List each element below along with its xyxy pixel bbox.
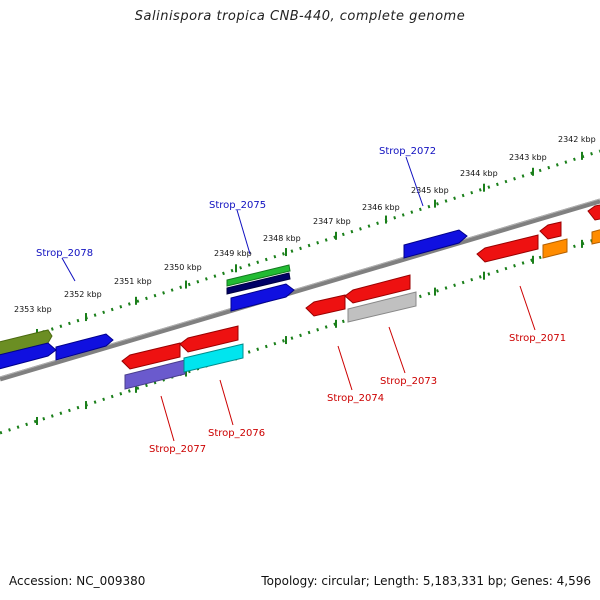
scale-label: 2343 kbp (509, 153, 547, 162)
gene-red-small[interactable] (539, 221, 562, 240)
scale-label: 2344 kbp (460, 169, 498, 178)
gene-olive[interactable] (0, 329, 53, 356)
gene-label-strop-2077[interactable]: Strop_2077 (149, 444, 206, 455)
forward-genes (0, 229, 468, 370)
gene-strop-2074[interactable] (305, 294, 346, 317)
gene-strop-2072[interactable] (403, 229, 468, 259)
gene-label-strop-2078[interactable]: Strop_2078 (36, 248, 93, 259)
scale-label: 2342 kbp (558, 135, 596, 144)
scale-label: 2351 kbp (114, 277, 152, 286)
gene-strop-2077[interactable] (121, 342, 181, 370)
genome-backbone (0, 198, 600, 382)
scale-labels: 2353 kbp 2352 kbp 2351 kbp 2350 kbp 2349… (14, 135, 596, 314)
topology-text: Topology: circular; Length: 5,183,331 bp… (261, 574, 591, 588)
gene-orange-small[interactable] (542, 238, 568, 259)
accession-text: Accession: NC_009380 (9, 574, 146, 588)
major-ticks-reverse (36, 239, 583, 425)
scale-label: 2349 kbp (214, 249, 252, 258)
gene-purple-2077[interactable] (124, 359, 186, 390)
scale-label: 2347 kbp (313, 217, 351, 226)
gene-label-strop-2072[interactable]: Strop_2072 (379, 146, 436, 157)
gene-strop-2073[interactable] (347, 291, 417, 323)
gene-strop-2078[interactable] (55, 333, 114, 361)
gene-strop-2071[interactable] (476, 234, 539, 263)
gene-strop-2075[interactable] (230, 283, 295, 312)
scale-label: 2352 kbp (64, 290, 102, 299)
gene-label-strop-2075[interactable]: Strop_2075 (209, 200, 266, 211)
gene-orange-edge[interactable] (591, 227, 600, 245)
reverse-genes (121, 203, 600, 390)
reverse-label-leaders (160, 285, 536, 442)
scale-label: 2348 kbp (263, 234, 301, 243)
gene-red-edge[interactable] (587, 203, 600, 221)
map-title: Salinispora tropica CNB-440, complete ge… (134, 9, 466, 24)
scale-label: 2345 kbp (411, 186, 449, 195)
gene-label-strop-2073[interactable]: Strop_2073 (380, 376, 437, 387)
forward-gene-labels: Strop_2078 Strop_2075 Strop_2072 (36, 146, 436, 259)
gene-label-strop-2071[interactable]: Strop_2071 (509, 333, 566, 344)
gene-label-strop-2076[interactable]: Strop_2076 (208, 428, 265, 439)
gene-strop-2076-red[interactable] (179, 325, 239, 353)
gene-strop-2073-red[interactable] (344, 274, 411, 304)
reverse-tick-track (0, 236, 600, 435)
gene-green-2075[interactable] (226, 264, 291, 287)
reverse-gene-labels: Strop_2077 Strop_2076 Strop_2074 Strop_2… (149, 333, 566, 455)
gene-strop-2076[interactable] (183, 343, 244, 373)
forward-label-leaders (61, 156, 424, 282)
gene-blue-left[interactable] (0, 342, 57, 370)
scale-label: 2353 kbp (14, 305, 52, 314)
scale-label: 2346 kbp (362, 203, 400, 212)
gene-label-strop-2074[interactable]: Strop_2074 (327, 393, 384, 404)
forward-tick-track (0, 149, 600, 348)
gene-navy-2075[interactable] (226, 272, 291, 295)
scale-label: 2350 kbp (164, 263, 202, 272)
